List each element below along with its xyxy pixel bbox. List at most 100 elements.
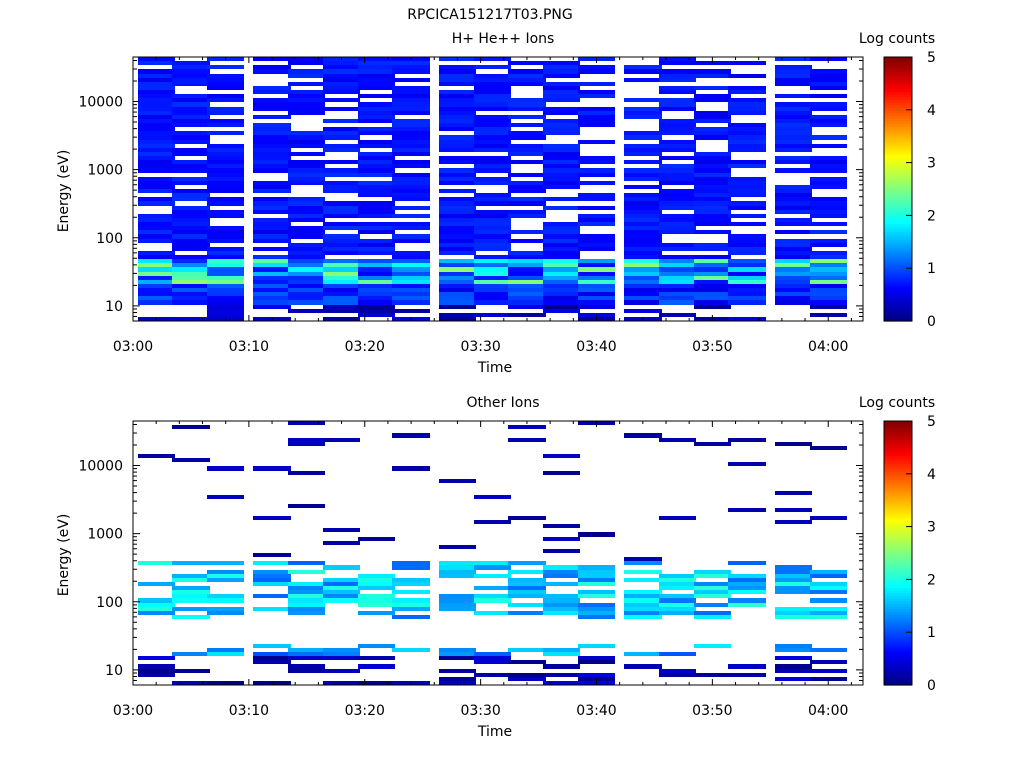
data-cell <box>775 648 812 652</box>
data-cell <box>474 156 511 160</box>
data-cell <box>659 148 696 152</box>
data-cell <box>659 222 696 226</box>
data-cell <box>694 193 731 197</box>
data-cell <box>323 586 360 590</box>
data-cell <box>810 255 847 259</box>
data-cell <box>358 247 395 251</box>
data-cell <box>323 280 360 284</box>
data-cell <box>439 230 476 234</box>
data-cell <box>358 611 395 615</box>
data-cell <box>288 82 325 86</box>
data-cell <box>207 148 244 152</box>
data-cell <box>439 313 476 317</box>
colorbar-segment <box>884 183 912 187</box>
data-cell <box>172 317 210 321</box>
data-cell <box>694 247 731 251</box>
data-cell <box>172 272 210 276</box>
data-cell <box>810 123 847 127</box>
colorbar-segment <box>884 523 912 528</box>
data-cell <box>392 288 430 292</box>
data-cell <box>474 144 511 148</box>
figure-title: RPCICA151217T03.PNG <box>407 7 572 23</box>
data-cell <box>358 185 395 189</box>
data-cell <box>474 181 511 185</box>
data-cell <box>358 578 395 582</box>
data-cell <box>358 74 395 78</box>
colorbar-segment <box>884 270 912 275</box>
data-cell <box>323 61 360 65</box>
data-cell <box>728 243 766 247</box>
data-cell <box>694 98 731 102</box>
colorbar-segment <box>884 600 912 604</box>
colorbar-segment <box>884 262 912 267</box>
data-cell <box>288 594 325 598</box>
data-cell <box>207 131 244 135</box>
data-cell <box>775 251 812 255</box>
panel-h-he-ions: 03:00 03:10 03:20 03:30 03:40 03:50 04:0010100… <box>56 31 936 376</box>
data-cell <box>474 656 511 660</box>
data-cell <box>439 570 476 574</box>
data-cell <box>207 156 244 160</box>
data-cell <box>508 594 546 598</box>
data-cell <box>508 677 546 681</box>
data-cell <box>543 652 580 656</box>
data-cell <box>288 90 325 94</box>
data-cell <box>439 652 476 656</box>
data-cell <box>508 131 546 135</box>
data-cell <box>578 69 615 74</box>
data-cell <box>288 438 325 442</box>
colorbar-segment <box>884 207 912 211</box>
data-cell <box>207 280 244 284</box>
data-cell <box>659 123 696 127</box>
data-cell <box>543 603 580 607</box>
data-cell <box>694 197 731 201</box>
data-cell <box>253 65 291 69</box>
data-cell <box>578 107 615 111</box>
data-cell <box>138 156 175 160</box>
colorbar-tick-label: 5 <box>927 50 936 66</box>
colorbar-segment <box>884 452 912 456</box>
data-cell <box>775 140 812 144</box>
data-cell <box>659 247 696 251</box>
data-cell <box>439 239 476 243</box>
data-cell <box>138 111 175 115</box>
x-tick-label: 03:20 <box>345 703 385 719</box>
data-cell <box>253 561 291 565</box>
data-cell <box>392 284 430 288</box>
data-cell <box>138 177 175 181</box>
data-cell <box>543 94 580 98</box>
data-cell <box>508 660 546 664</box>
data-cell <box>288 255 325 259</box>
data-cell <box>323 210 360 214</box>
data-cell <box>439 292 476 296</box>
data-cell <box>138 276 175 280</box>
data-cell <box>358 574 395 578</box>
data-cell <box>392 206 430 210</box>
data-cell <box>578 272 615 276</box>
data-cell <box>172 280 210 284</box>
data-cell <box>624 288 662 292</box>
data-cell <box>288 656 325 660</box>
colorbar-segment <box>884 59 912 63</box>
data-cell <box>728 193 766 197</box>
colorbar-segment <box>884 571 912 575</box>
data-cell <box>288 226 325 230</box>
data-cell <box>659 296 696 300</box>
panel-title: H+ He++ Ions <box>452 31 555 47</box>
data-cell <box>694 94 731 98</box>
data-cell <box>439 251 476 255</box>
colorbar-segment <box>884 455 912 459</box>
data-cell <box>323 259 360 263</box>
data-cell <box>392 234 430 239</box>
data-cell <box>659 206 696 210</box>
data-cell <box>775 131 812 135</box>
data-cell <box>624 590 662 594</box>
data-cell <box>207 181 244 185</box>
data-cell <box>624 197 662 201</box>
data-cell <box>578 156 615 160</box>
data-cell <box>508 78 546 82</box>
data-cell <box>207 292 244 296</box>
data-cell <box>207 197 244 201</box>
colorbar-segment <box>884 526 912 530</box>
colorbar-segment <box>884 215 912 219</box>
